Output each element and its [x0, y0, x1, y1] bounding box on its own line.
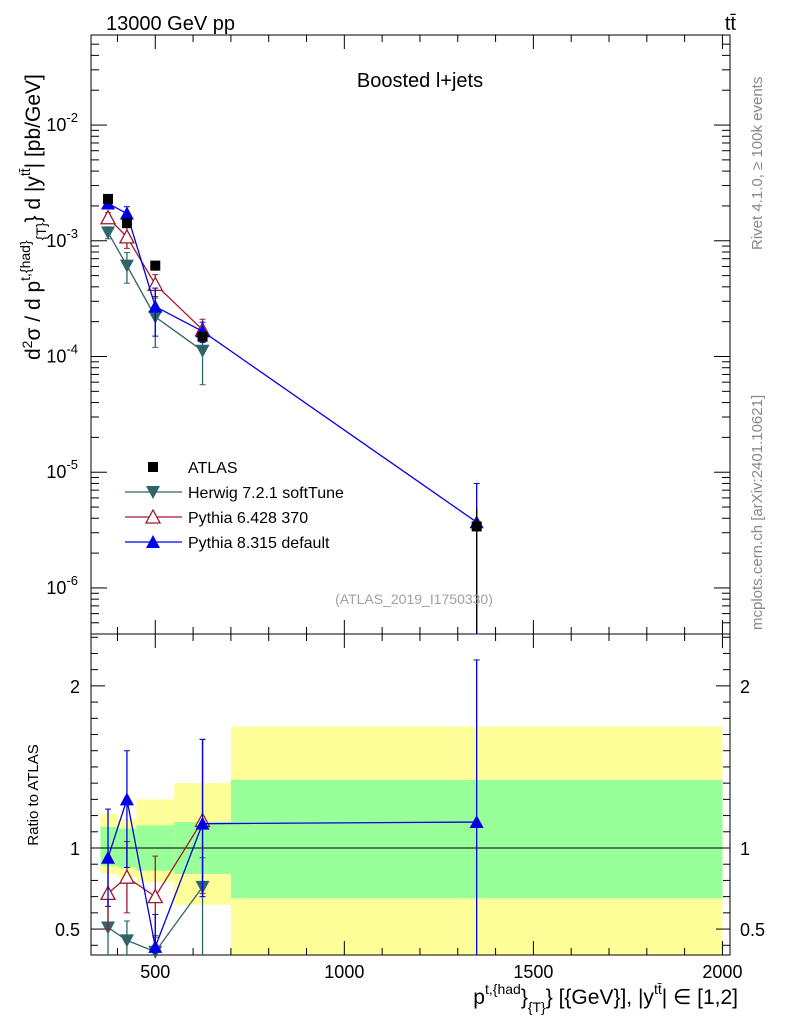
- series-line-0: [107, 232, 203, 352]
- y-tick-label-1: 10-3: [46, 226, 78, 251]
- header-energy: 13000 GeV pp: [106, 13, 235, 35]
- x-label-tail: | ∈ [1,2]: [662, 986, 738, 1009]
- ratio-line-0: [107, 886, 204, 953]
- x-label-rest: } [{GeV}], |y: [546, 986, 655, 1009]
- atlas-point-1: [121, 218, 132, 229]
- ratio-point-2-4: [469, 815, 484, 829]
- watermark: (ATLAS_2019_I1750330): [335, 591, 493, 607]
- ratio-series-2: [101, 659, 484, 955]
- ratio-tick-label-right-0: 0.5: [740, 920, 765, 940]
- y-label-dy: } d |y: [22, 176, 45, 223]
- y-label-d: d: [22, 348, 45, 360]
- series-point-0-3: [195, 344, 210, 358]
- y-axis-label: d2σ / d pt,{had}{T}} d |ytt̄| [pb/GeV]: [17, 74, 49, 360]
- series-point-2-2: [148, 299, 163, 313]
- legend-label-1: Herwig 7.2.1 softTune: [188, 485, 344, 502]
- series-line-2: [107, 202, 478, 523]
- atlas-point-4: [471, 521, 482, 532]
- atlas-point-3: [197, 331, 208, 342]
- x-label-p: p: [473, 986, 485, 1009]
- y-tick-exp-0: -2: [66, 110, 78, 125]
- y-label-pt-sup: t,{had}: [17, 240, 33, 281]
- y-label-sup2: 2: [19, 340, 35, 348]
- y-tick-base-2: 10: [46, 346, 66, 366]
- legend: ATLAS Herwig 7.2.1 softTune Pythia 6.428 3…: [125, 460, 344, 552]
- atlas-data: [103, 193, 482, 634]
- atlas-point-0: [103, 193, 114, 204]
- header-process: tt̄: [725, 13, 737, 35]
- rivet-label: Rivet 4.1.0, ≥ 100k events: [749, 77, 766, 250]
- plot-title: Boosted l+jets: [357, 70, 483, 92]
- ratio-y-axis-label: Ratio to ATLAS: [25, 744, 42, 845]
- series-point-0-0: [101, 226, 116, 240]
- legend-label-3: Pythia 8.315 default: [188, 535, 330, 552]
- x-axis-label: pt,{had}{T}} [{GeV}], |ytt̄| ∈ [1,2]: [473, 981, 738, 1015]
- series-point-2-1: [119, 206, 134, 220]
- y-tick-exp-3: -5: [66, 457, 78, 472]
- ratio-point-2-0: [101, 850, 116, 864]
- y-tick-exp-4: -6: [66, 573, 78, 588]
- ratio-tick-label-right-1: 1: [740, 839, 750, 859]
- y-tick-label-3: 10-5: [46, 457, 78, 482]
- legend-marker-1: [146, 486, 160, 499]
- ratio-plot-frame: [90, 633, 731, 956]
- x-label-sub: {T}: [528, 999, 546, 1015]
- y-label-pt-sub: {T}: [33, 222, 49, 240]
- series-point-1-1: [118, 228, 136, 244]
- ratio-point-1-2: [147, 888, 164, 904]
- y-label-sigma: σ / d p: [22, 281, 45, 341]
- x-tick-label-1: 1000: [324, 962, 364, 982]
- legend-marker-0: [148, 462, 158, 472]
- y-tick-label-0: 10-2: [46, 110, 78, 135]
- x-label-close: }: [521, 986, 528, 1009]
- y-tick-base-4: 10: [46, 578, 66, 598]
- y-tick-base-1: 10: [46, 231, 66, 251]
- band-inner-0: [100, 826, 118, 866]
- y-tick-exp-1: -3: [66, 226, 78, 241]
- legend-label-2: Pythia 6.428 370: [188, 510, 308, 527]
- x-label-sup2: tt̄: [654, 981, 662, 997]
- ratio-tick-label-2: 2: [70, 677, 80, 697]
- legend-label-0: ATLAS: [188, 460, 238, 477]
- ratio-series-layer: [99, 659, 484, 959]
- y-tick-label-4: 10-6: [46, 573, 78, 598]
- atlas-point-2: [150, 260, 161, 271]
- y-label-tt-sup: tt̄: [17, 168, 33, 176]
- mcplots-label: mcplots.cern.ch [arXiv:2401.10621]: [749, 395, 766, 630]
- ratio-point-2-1: [119, 792, 134, 806]
- ratio-point-2-3: [195, 816, 210, 830]
- ratio-point-2-2: [148, 939, 163, 953]
- x-tick-label-3: 2000: [702, 962, 742, 982]
- ratio-point-1-1: [118, 868, 136, 884]
- y-tick-label-2: 10-4: [46, 341, 78, 366]
- main-series-layer: [99, 193, 484, 635]
- ratio-point-0-1: [119, 934, 134, 948]
- ratio-tick-label-right-2: 2: [740, 677, 750, 697]
- main-plot-frame: [90, 34, 731, 635]
- series-point-0-1: [119, 259, 134, 273]
- x-tick-label-2: 1500: [513, 962, 553, 982]
- x-tick-label-0: 500: [140, 962, 170, 982]
- legend-marker-3: [146, 535, 160, 548]
- ratio-tick-label-0: 0.5: [55, 920, 80, 940]
- axis-ticks: [91, 34, 730, 955]
- series-point-1-0: [99, 209, 117, 225]
- y-label-unit: | [pb/GeV]: [22, 74, 45, 168]
- y-tick-base-3: 10: [46, 462, 66, 482]
- y-tick-base-0: 10: [46, 115, 66, 135]
- y-tick-exp-2: -4: [66, 341, 78, 356]
- ratio-line-1: [107, 820, 204, 898]
- x-label-sup: t,{had: [485, 981, 521, 997]
- ratio-tick-label-1: 1: [70, 839, 80, 859]
- legend-marker-2: [144, 508, 162, 524]
